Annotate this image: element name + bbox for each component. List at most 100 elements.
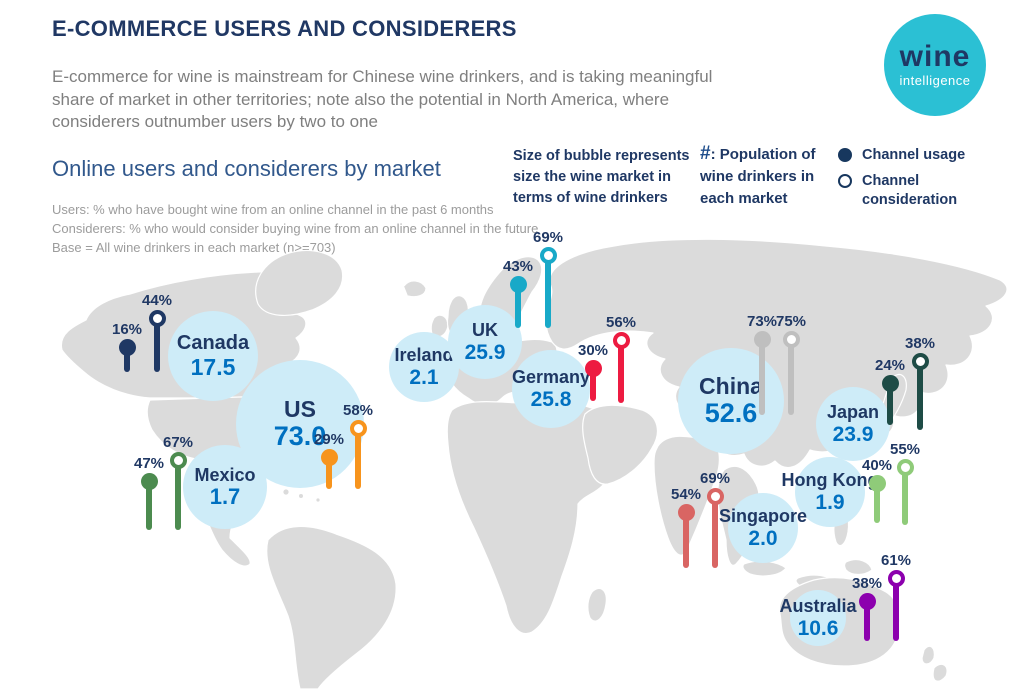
china-usage-pin-label: 73% [746, 313, 778, 330]
us-usage-pin-stem [326, 457, 332, 489]
legend-usage-label: Channel usage [862, 147, 966, 163]
australia-usage-pin-stem [864, 601, 870, 641]
market-population-value: 10.6 [797, 616, 839, 640]
market-bubble-hong-kong: Hong Kong 1.9 [782, 457, 879, 527]
landmass-south-america [266, 525, 397, 689]
market-bubble-canada: Canada 17.5 [168, 311, 258, 401]
singapore-usage-pin-head [677, 503, 695, 521]
singapore-usage-pin-label: 54% [670, 486, 702, 503]
canada-usage-pin-stem [124, 347, 130, 372]
market-name: US [284, 395, 316, 422]
landmass-africa [446, 400, 613, 635]
australia-usage-pin-label: 38% [851, 575, 883, 592]
market-bubble-uk: UK 25.9 [448, 305, 522, 379]
market-bubble-australia: Australia 10.6 [779, 590, 857, 646]
mexico-consideration-pin-label: 67% [162, 434, 194, 451]
chart-notes: Users: % who have bought wine from an on… [52, 200, 538, 257]
market-name: Canada [176, 331, 250, 354]
market-name: Hong Kong [781, 470, 879, 491]
uk-usage-pin-stem [515, 284, 521, 328]
australia-consideration-pin-stem [893, 578, 899, 641]
japan-usage-pin-label: 24% [874, 357, 906, 374]
germany-usage-pin-head [584, 359, 602, 377]
us-usage-pin-label: 29% [313, 431, 345, 448]
china-usage-pin-head [753, 330, 771, 348]
subtitle: E-commerce for wine is mainstream for Ch… [52, 67, 713, 132]
chart-title: Online users and considerers by market [52, 156, 441, 181]
uk-consideration-pin-stem [545, 255, 551, 328]
singapore-consideration-pin-head [706, 487, 724, 505]
market-bubble-mexico: Mexico 1.7 [183, 445, 267, 529]
legend-consideration-label: Channel consideration [862, 173, 958, 208]
market-bubble-singapore: Singapore 2.0 [719, 493, 807, 563]
landmass-caribbean-island [297, 492, 305, 500]
canada-consideration-pin-label: 44% [141, 292, 173, 309]
market-name: China [699, 372, 763, 399]
canada-usage-pin-head [118, 338, 136, 356]
market-name: Singapore [719, 506, 808, 527]
hong-kong-consideration-pin-stem [902, 467, 908, 525]
uk-usage-pin-head [509, 275, 527, 293]
hong-kong-usage-pin-label: 40% [861, 457, 893, 474]
market-bubble-germany: Germany 25.8 [512, 350, 590, 428]
landmass-new-zealand [921, 645, 935, 665]
australia-consideration-pin-label: 61% [880, 552, 912, 569]
mexico-usage-pin-label: 47% [133, 455, 165, 472]
market-name: Germany [511, 367, 591, 388]
market-name: Ireland [394, 345, 454, 366]
germany-usage-pin-label: 30% [577, 342, 609, 359]
landmass-caribbean-island [282, 488, 290, 496]
market-name: UK [472, 320, 498, 341]
china-consideration-pin-stem [788, 339, 794, 415]
landmass-greenland [255, 249, 344, 316]
wine-intelligence-logo: wine intelligence [884, 14, 986, 116]
page-title: E-COMMERCE USERS AND CONSIDERERS [52, 16, 517, 41]
australia-usage-pin-head [858, 592, 876, 610]
market-bubble-us: US 73.0 [236, 360, 364, 488]
market-population-value: 25.9 [464, 340, 506, 364]
legend-bubble-size-note: Size of bubble represents size the wine … [513, 148, 690, 206]
canada-usage-pin-label: 16% [111, 321, 143, 338]
china-consideration-pin-label: 75% [775, 313, 807, 330]
hong-kong-consideration-pin-head [896, 458, 914, 476]
mexico-usage-pin-head [140, 472, 158, 490]
germany-consideration-pin-label: 56% [605, 314, 637, 331]
filled-circle-icon [838, 148, 852, 162]
market-population-value: 23.9 [832, 422, 874, 446]
hash-note-text: : Population of wine drinkers in each ma… [700, 146, 816, 207]
canada-consideration-pin-head [148, 309, 166, 327]
japan-consideration-pin-label: 38% [904, 335, 936, 352]
germany-consideration-pin-stem [618, 340, 624, 403]
uk-usage-pin-label: 43% [502, 258, 534, 275]
legend-markers: Channel usage Channel consideration [838, 146, 974, 217]
japan-usage-pin-head [881, 374, 899, 392]
note-considerers: Considerers: % who would consider buying… [52, 221, 539, 236]
germany-consideration-pin-head [612, 331, 630, 349]
market-population-value: 73.0 [273, 421, 327, 452]
legend-consideration-row: Channel consideration [838, 172, 974, 210]
market-bubble-ireland: Ireland 2.1 [389, 332, 459, 402]
market-population-value: 2.1 [409, 365, 439, 389]
landmass-madagascar [587, 587, 607, 622]
japan-usage-pin-stem [887, 383, 893, 425]
hong-kong-usage-pin-stem [874, 483, 880, 523]
canada-consideration-pin-stem [154, 318, 160, 372]
note-users: Users: % who have bought wine from an on… [52, 202, 494, 217]
market-bubble-china: China 52.6 [678, 348, 784, 454]
market-population-value: 1.7 [209, 484, 241, 510]
uk-consideration-pin-head [539, 246, 557, 264]
singapore-usage-pin-stem [683, 512, 689, 568]
singapore-consideration-pin-label: 69% [699, 470, 731, 487]
mexico-consideration-pin-head [169, 451, 187, 469]
china-usage-pin-stem [759, 339, 765, 415]
legend-population-note: #: Population of wine drinkers in each m… [700, 143, 852, 210]
market-name: Mexico [194, 464, 256, 485]
market-bubble-japan: Japan 23.9 [816, 387, 890, 461]
market-name: Japan [826, 402, 880, 423]
japan-consideration-pin-head [911, 352, 929, 370]
hash-symbol: # [700, 143, 711, 164]
mexico-usage-pin-stem [146, 481, 152, 530]
landmass-caribbean-island [315, 497, 321, 503]
